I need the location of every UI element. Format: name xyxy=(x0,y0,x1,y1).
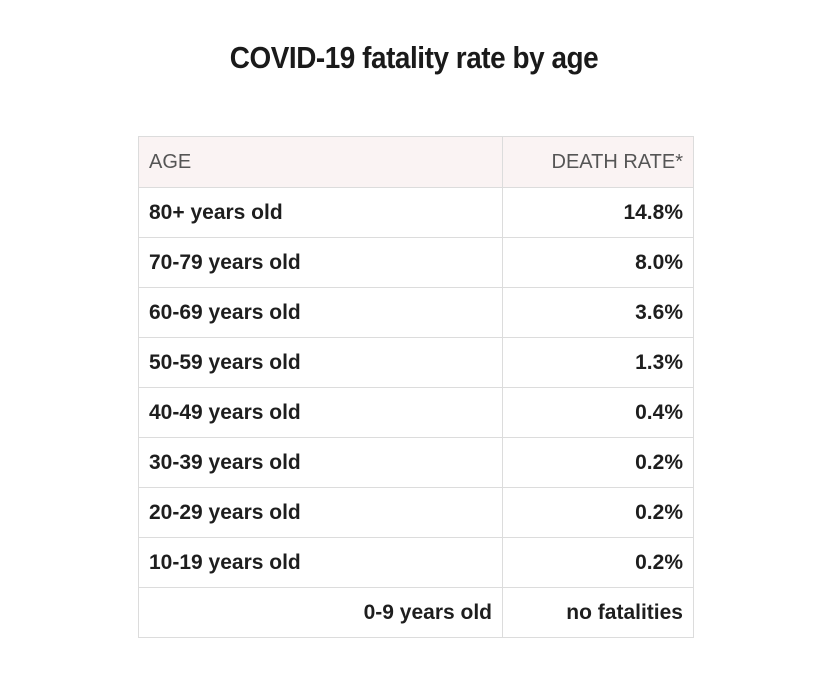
death-rate-cell: 3.6% xyxy=(502,287,694,338)
table-row: 10-19 years old 0.2% xyxy=(138,537,694,588)
chart-title: COVID-19 fatality rate by age xyxy=(229,40,599,75)
header-row: AGE DEATH RATE* xyxy=(138,136,694,188)
table-row: 50-59 years old 1.3% xyxy=(138,337,694,388)
death-rate-cell: 0.2% xyxy=(502,437,694,488)
fatality-table: AGE DEATH RATE* 80+ years old 14.8% 70-7… xyxy=(138,136,694,638)
column-header-age: AGE xyxy=(138,136,503,188)
death-rate-cell: 0.2% xyxy=(502,537,694,588)
death-rate-cell: 14.8% xyxy=(502,187,694,238)
table-row: 0-9 years old no fatalities xyxy=(138,587,694,638)
age-cell: 20-29 years old xyxy=(138,487,503,538)
death-rate-cell: no fatalities xyxy=(502,587,694,638)
age-cell: 10-19 years old xyxy=(138,537,503,588)
age-cell: 0-9 years old xyxy=(138,587,503,638)
death-rate-cell: 0.4% xyxy=(502,387,694,438)
age-cell: 60-69 years old xyxy=(138,287,503,338)
death-rate-cell: 8.0% xyxy=(502,237,694,288)
death-rate-cell: 1.3% xyxy=(502,337,694,388)
table-row: 20-29 years old 0.2% xyxy=(138,487,694,538)
age-cell: 50-59 years old xyxy=(138,337,503,388)
data-table: AGE DEATH RATE* 80+ years old 14.8% 70-7… xyxy=(138,136,694,638)
table-row: 30-39 years old 0.2% xyxy=(138,437,694,488)
table-row: 80+ years old 14.8% xyxy=(138,187,694,238)
age-cell: 30-39 years old xyxy=(138,437,503,488)
age-cell: 70-79 years old xyxy=(138,237,503,288)
column-header-death-rate: DEATH RATE* xyxy=(502,136,694,188)
table-row: 70-79 years old 8.0% xyxy=(138,237,694,288)
table-row: 60-69 years old 3.6% xyxy=(138,287,694,338)
death-rate-cell: 0.2% xyxy=(502,487,694,538)
age-cell: 80+ years old xyxy=(138,187,503,238)
table-row: 40-49 years old 0.4% xyxy=(138,387,694,438)
age-cell: 40-49 years old xyxy=(138,387,503,438)
